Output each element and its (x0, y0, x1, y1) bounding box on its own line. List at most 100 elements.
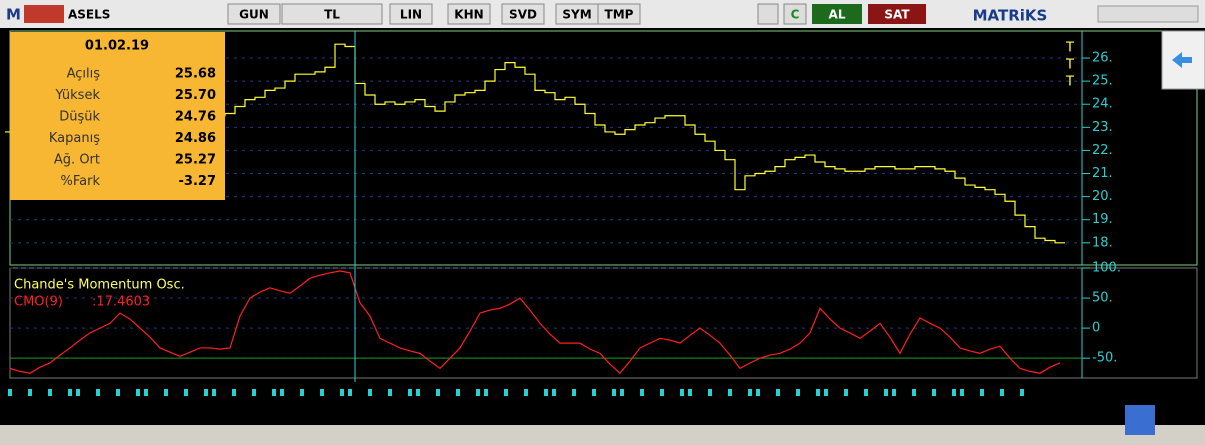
info-value: 25.68 (175, 67, 216, 82)
info-value: 24.86 (175, 131, 216, 146)
info-value: 25.27 (175, 153, 216, 168)
toolbar-btn[interactable] (447, 3, 491, 25)
event-tick (212, 389, 216, 396)
toolbar-btn[interactable] (501, 3, 545, 25)
event-tick (844, 389, 848, 396)
indicator-name: CMO(9) (14, 295, 63, 310)
refresh-btn[interactable] (783, 3, 807, 25)
event-tick (708, 389, 712, 396)
toolbar-btn-label: GUN (239, 8, 269, 22)
event-tick (864, 389, 868, 396)
event-tick (340, 389, 344, 396)
indicator-value: :17.4603 (92, 295, 150, 310)
info-label: %Fark (61, 174, 101, 189)
info-label: Yüksek (54, 88, 100, 103)
y-tick-label: 26. (1092, 51, 1113, 66)
scrollbar[interactable] (0, 425, 1205, 441)
toolbar-btn-label: KHN (454, 8, 483, 22)
event-tick (640, 389, 644, 396)
y-tick-label: 21. (1092, 166, 1113, 181)
indicator-title: Chande's Momentum Osc. (14, 278, 185, 293)
event-tick (1020, 389, 1024, 396)
event-tick (952, 389, 956, 396)
event-tick (252, 389, 256, 396)
event-tick (544, 389, 548, 396)
event-tick (348, 389, 352, 396)
sell-btn[interactable] (868, 4, 926, 24)
event-tick (368, 389, 372, 396)
event-tick (776, 389, 780, 396)
event-tick (980, 389, 984, 396)
toolbar-btn[interactable] (281, 3, 383, 25)
toolbar-btn-label: SYM (562, 8, 591, 22)
back-arrow (1172, 52, 1192, 68)
y-tick-label: 22. (1092, 143, 1113, 158)
event-tick (932, 389, 936, 396)
event-tick (272, 389, 276, 396)
y-tick-label: 18. (1092, 235, 1113, 250)
event-tick (68, 389, 72, 396)
buy-btn[interactable] (812, 4, 862, 24)
toolbar-btn[interactable] (227, 3, 281, 25)
event-tick (8, 389, 12, 396)
y-tick-label: 20. (1092, 189, 1113, 204)
event-tick (688, 389, 692, 396)
event-tick (48, 389, 52, 396)
event-tick (28, 389, 32, 396)
event-tick (728, 389, 732, 396)
event-tick (620, 389, 624, 396)
info-value: 24.76 (175, 110, 216, 125)
toolbar-btn-label: TL (324, 8, 340, 22)
event-tick (524, 389, 528, 396)
event-tick (796, 389, 800, 396)
flash-icon[interactable] (757, 3, 779, 25)
y-tick-label: -50. (1092, 351, 1117, 366)
event-tick (884, 389, 888, 396)
event-tick (280, 389, 284, 396)
event-tick (824, 389, 828, 396)
event-tick (116, 389, 120, 396)
event-tick (136, 389, 140, 396)
info-label: Ağ. Ort (54, 153, 100, 168)
info-value: -3.27 (179, 174, 216, 189)
flag-icon (24, 5, 64, 23)
y-tick-label: 19. (1092, 212, 1113, 227)
event-tick (912, 389, 916, 396)
event-tick (816, 389, 820, 396)
toolbar-btn-label: SVD (509, 8, 537, 22)
symbol[interactable]: ASELS (68, 8, 110, 22)
info-panel (10, 32, 225, 200)
info-label: Düşük (59, 110, 100, 125)
toolbar-btn[interactable] (597, 3, 641, 25)
toolbar-btn-label: TMP (605, 8, 634, 22)
window-controls[interactable] (1097, 5, 1199, 23)
price-marker: T (1065, 41, 1074, 56)
event-tick (960, 389, 964, 396)
y-tick-label: 24. (1092, 97, 1113, 112)
brand: MATRiKS (973, 7, 1048, 25)
event-tick (76, 389, 80, 396)
sync-btn[interactable] (1125, 405, 1155, 435)
event-tick (408, 389, 412, 396)
toolbar-btn[interactable] (389, 3, 433, 25)
y-tick-label: 25. (1092, 74, 1113, 89)
event-tick (456, 389, 460, 396)
event-tick (504, 389, 508, 396)
logo: M (6, 6, 21, 24)
event-tick (660, 389, 664, 396)
event-tick (164, 389, 168, 396)
event-tick (572, 389, 576, 396)
event-tick (436, 389, 440, 396)
event-tick (612, 389, 616, 396)
cmo-line (9, 270, 1061, 375)
toolbar-btn-label: LIN (400, 8, 422, 22)
event-tick (300, 389, 304, 396)
event-tick (144, 389, 148, 396)
buy-label: AL (829, 8, 846, 22)
y-tick-label: 23. (1092, 120, 1113, 135)
event-tick (484, 389, 488, 396)
event-tick (552, 389, 556, 396)
info-label: Kapanış (49, 131, 100, 146)
info-date: 01.02.19 (85, 39, 149, 54)
